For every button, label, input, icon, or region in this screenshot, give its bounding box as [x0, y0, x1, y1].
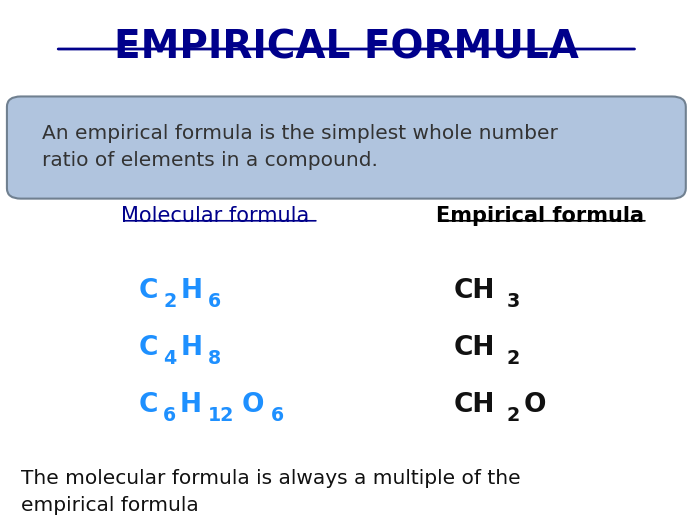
Text: 6: 6 — [209, 292, 221, 311]
Text: 3: 3 — [507, 292, 520, 311]
Text: 2: 2 — [507, 349, 520, 368]
Text: 8: 8 — [209, 349, 221, 368]
Text: H: H — [180, 392, 202, 418]
Text: CH: CH — [454, 278, 495, 304]
Text: An empirical formula is the simplest whole number
ratio of elements in a compoun: An empirical formula is the simplest who… — [41, 124, 557, 170]
Text: H: H — [180, 335, 202, 361]
Text: C: C — [139, 335, 158, 361]
Text: The molecular formula is always a multiple of the
empirical formula: The molecular formula is always a multip… — [21, 469, 520, 515]
Text: CH: CH — [454, 392, 495, 418]
Text: Empirical formula: Empirical formula — [436, 206, 645, 226]
Text: 12: 12 — [208, 406, 234, 425]
Text: 2: 2 — [163, 292, 176, 311]
Text: C: C — [139, 278, 158, 304]
Text: O: O — [524, 392, 546, 418]
Text: H: H — [180, 278, 202, 304]
Text: Molecular formula: Molecular formula — [121, 206, 309, 226]
FancyBboxPatch shape — [7, 97, 686, 198]
Text: CH: CH — [454, 335, 495, 361]
Text: O: O — [241, 392, 265, 418]
Text: 4: 4 — [163, 349, 176, 368]
Text: 6: 6 — [270, 406, 284, 425]
Text: 2: 2 — [507, 406, 520, 425]
Text: EMPIRICAL FORMULA: EMPIRICAL FORMULA — [114, 28, 579, 66]
Text: 6: 6 — [163, 406, 176, 425]
Text: C: C — [139, 392, 158, 418]
